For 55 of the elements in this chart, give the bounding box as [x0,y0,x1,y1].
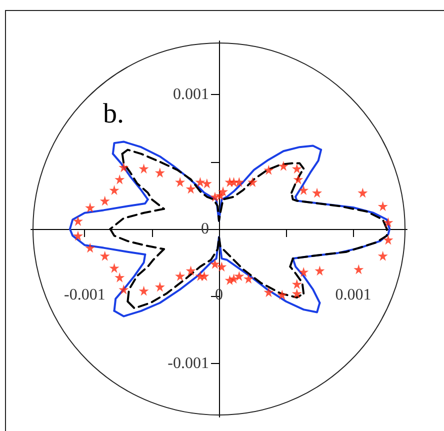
annotation: b. [103,98,124,130]
point [100,196,110,206]
point [138,164,149,174]
point [383,217,394,228]
point [73,216,83,226]
point [354,264,364,274]
point [85,242,96,253]
point [85,202,96,213]
x-tick-label: -0.001 [64,286,106,304]
point [109,185,120,196]
point [292,288,302,298]
point [210,258,220,269]
point [383,234,394,245]
point [195,177,206,187]
point [277,290,288,300]
point [264,164,274,175]
point [154,282,165,292]
point [314,266,325,276]
point [224,177,235,187]
point [109,262,120,273]
point [216,262,227,272]
point [154,168,165,178]
point [210,192,220,202]
point [138,286,149,296]
y-tick-label: -0.001 [168,354,209,372]
point [114,272,125,282]
point [175,271,186,281]
point [118,284,129,294]
point [292,164,302,174]
point [215,190,226,200]
point [244,274,254,284]
point [312,188,322,198]
point [186,184,196,194]
x-tick-label: 0.001 [335,286,372,304]
y-tick-label: 0.001 [173,86,209,104]
point [278,160,288,171]
point [224,275,235,286]
point [264,287,274,298]
point [186,266,196,276]
point [292,279,302,290]
point [378,201,388,212]
point [298,185,309,196]
point [234,271,244,281]
point [73,230,83,241]
point [175,177,186,187]
point [378,250,388,261]
point [118,162,129,172]
point [100,250,110,261]
point [114,174,125,184]
point [199,271,210,281]
point [248,177,258,187]
point [293,174,304,184]
point [202,178,212,188]
point [358,188,368,198]
point [298,266,309,277]
